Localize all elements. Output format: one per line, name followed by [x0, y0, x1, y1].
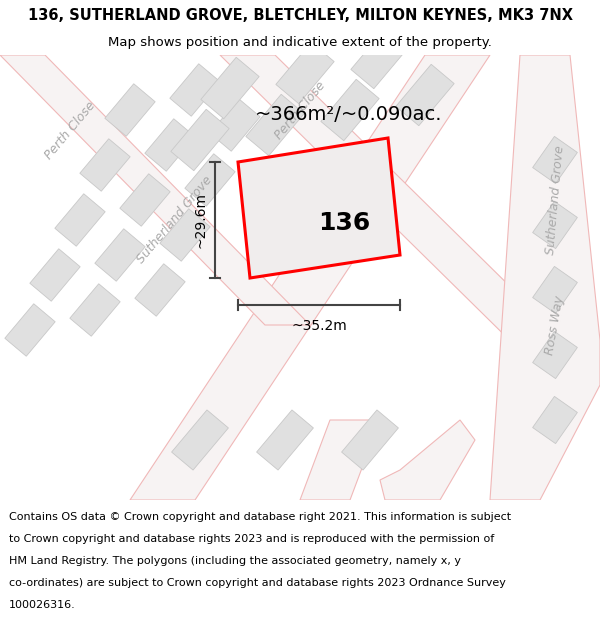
Text: Map shows position and indicative extent of the property.: Map shows position and indicative extent…	[108, 36, 492, 49]
Polygon shape	[0, 55, 310, 325]
Polygon shape	[185, 154, 235, 206]
Polygon shape	[135, 264, 185, 316]
Text: 100026316.: 100026316.	[9, 600, 76, 610]
Text: HM Land Registry. The polygons (including the associated geometry, namely x, y: HM Land Registry. The polygons (includin…	[9, 556, 461, 566]
Polygon shape	[300, 420, 380, 500]
Polygon shape	[105, 84, 155, 136]
Polygon shape	[257, 410, 313, 470]
Polygon shape	[160, 209, 210, 261]
Polygon shape	[120, 174, 170, 226]
Text: ~29.6m: ~29.6m	[193, 192, 207, 248]
Polygon shape	[210, 99, 260, 151]
Text: ~35.2m: ~35.2m	[291, 319, 347, 333]
Text: Perth Close: Perth Close	[272, 79, 328, 141]
Text: Perth Close: Perth Close	[42, 99, 98, 161]
Text: ~366m²/~0.090ac.: ~366m²/~0.090ac.	[255, 106, 443, 124]
Polygon shape	[533, 201, 577, 249]
Polygon shape	[238, 138, 400, 278]
Polygon shape	[30, 249, 80, 301]
Polygon shape	[341, 410, 398, 470]
Polygon shape	[351, 28, 409, 89]
Polygon shape	[533, 396, 577, 444]
Polygon shape	[321, 79, 379, 141]
Polygon shape	[201, 58, 259, 119]
Polygon shape	[276, 42, 334, 104]
Text: Ross Way: Ross Way	[544, 294, 566, 356]
Polygon shape	[533, 136, 577, 184]
Polygon shape	[171, 109, 229, 171]
Text: to Crown copyright and database rights 2023 and is reproduced with the permissio: to Crown copyright and database rights 2…	[9, 534, 494, 544]
Text: co-ordinates) are subject to Crown copyright and database rights 2023 Ordnance S: co-ordinates) are subject to Crown copyr…	[9, 578, 506, 588]
Polygon shape	[55, 194, 105, 246]
Polygon shape	[70, 284, 120, 336]
Polygon shape	[170, 64, 220, 116]
Polygon shape	[95, 229, 145, 281]
Text: 136, SUTHERLAND GROVE, BLETCHLEY, MILTON KEYNES, MK3 7NX: 136, SUTHERLAND GROVE, BLETCHLEY, MILTON…	[28, 8, 572, 23]
Polygon shape	[172, 410, 229, 470]
Polygon shape	[220, 55, 600, 375]
Polygon shape	[380, 420, 475, 500]
Polygon shape	[246, 94, 304, 156]
Polygon shape	[533, 331, 577, 379]
Text: Contains OS data © Crown copyright and database right 2021. This information is : Contains OS data © Crown copyright and d…	[9, 512, 511, 522]
Text: Sutherland Grove: Sutherland Grove	[544, 145, 566, 255]
Text: 136: 136	[318, 211, 370, 235]
Polygon shape	[80, 139, 130, 191]
Polygon shape	[533, 266, 577, 314]
Polygon shape	[490, 55, 600, 500]
Polygon shape	[130, 55, 490, 500]
Polygon shape	[5, 304, 55, 356]
Polygon shape	[145, 119, 195, 171]
Text: Sutherland Grove: Sutherland Grove	[135, 174, 215, 266]
Polygon shape	[396, 64, 454, 126]
